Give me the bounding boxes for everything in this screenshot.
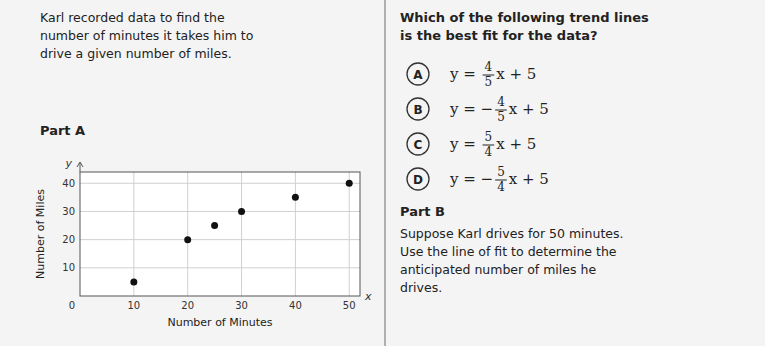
fraction-bar <box>483 75 495 76</box>
plot-frame <box>80 172 360 296</box>
part-b-line: anticipated number of miles he <box>400 262 596 277</box>
y-grid-line <box>80 211 360 212</box>
fraction-bar <box>495 110 507 111</box>
equation-end: x + 5 <box>509 100 549 118</box>
background <box>0 0 765 346</box>
y-grid-line <box>80 267 360 268</box>
equation-end: x + 5 <box>509 170 549 188</box>
divider <box>384 0 386 346</box>
fraction-denominator: 5 <box>485 75 493 89</box>
part-b-label: Part B <box>400 204 445 219</box>
x-grid-line <box>187 172 188 296</box>
choice-label: B <box>413 103 422 117</box>
y-axis-label: Number of Miles <box>34 189 47 279</box>
equation-start: y = <box>449 65 481 83</box>
y-tick-label: 30 <box>62 206 75 217</box>
x-grid-line <box>133 172 134 296</box>
fraction-bar <box>495 180 507 181</box>
plot-area <box>80 172 360 296</box>
scatter-point <box>211 222 218 229</box>
y-tick-label: 40 <box>62 178 75 189</box>
fraction-numerator: 4 <box>497 95 505 109</box>
fraction-denominator: 5 <box>497 110 505 124</box>
fraction-numerator: 5 <box>485 130 493 144</box>
scatter-point <box>238 208 245 215</box>
question-line: Which of the following trend lines <box>400 10 649 25</box>
part-b-text: Suppose Karl drives for 50 minutes. Use t… <box>400 226 624 295</box>
equation-end: x + 5 <box>496 65 536 83</box>
x-grid-line <box>349 172 350 296</box>
scatter-point <box>184 236 191 243</box>
y-grid-line <box>80 239 360 240</box>
part-b-line: Suppose Karl drives for 50 minutes. <box>400 226 624 241</box>
y-axis-arrow <box>80 163 81 172</box>
x-tick-label: 40 <box>289 300 302 311</box>
title-line: drive a given number of miles. <box>40 46 232 61</box>
fraction-bar <box>483 145 495 146</box>
choice-circle <box>407 168 429 190</box>
title: Karl recorded data to find the number of … <box>40 10 253 61</box>
choice-label: D <box>413 173 423 187</box>
part-b-line: drives. <box>400 280 442 295</box>
x-tick-label: 10 <box>127 300 140 311</box>
x-tick-label: 50 <box>343 300 356 311</box>
question-line: is the best fit for the data? <box>400 28 597 43</box>
y-tick-label: 20 <box>62 234 75 245</box>
equation-start: y = − <box>449 170 493 188</box>
x-tick-label: 30 <box>235 300 248 311</box>
equation-end: x + 5 <box>496 135 536 153</box>
choice-label: C <box>414 138 423 152</box>
choice-circle <box>407 98 429 120</box>
x-grid-line <box>295 172 296 296</box>
x-axis-label: Number of Minutes <box>167 316 272 329</box>
equation-start: y = <box>449 135 481 153</box>
x-axis-symbol: x <box>364 290 372 303</box>
fraction-numerator: 5 <box>497 165 505 179</box>
choice-circle <box>407 133 429 155</box>
fraction-denominator: 4 <box>497 180 505 194</box>
points <box>130 180 352 286</box>
scatter-point <box>130 278 137 285</box>
part-b-line: Use the line of fit to determine the <box>400 244 617 259</box>
choice-label: A <box>413 68 423 82</box>
title-line: number of minutes it takes him to <box>40 28 253 43</box>
y-axis-arrowhead <box>77 162 83 167</box>
y-tick-label: 10 <box>62 262 75 273</box>
origin-label: 0 <box>69 300 75 311</box>
fraction-denominator: 4 <box>485 145 493 159</box>
choice-circle <box>407 63 429 85</box>
part-a-label: Part A <box>40 123 85 138</box>
y-grid-line <box>80 183 360 184</box>
x-tick-label: 20 <box>181 300 194 311</box>
equation-start: y = − <box>449 100 493 118</box>
title-line: Karl recorded data to find the <box>40 10 225 25</box>
fraction-numerator: 4 <box>485 60 493 74</box>
scatter-point <box>292 194 299 201</box>
scatter-point <box>346 180 353 187</box>
x-grid-line <box>241 172 242 296</box>
question: Which of the following trend lines is the… <box>400 10 649 43</box>
worksheet: Karl recorded data to find the number of … <box>0 0 765 346</box>
y-axis-symbol: y <box>64 157 72 170</box>
